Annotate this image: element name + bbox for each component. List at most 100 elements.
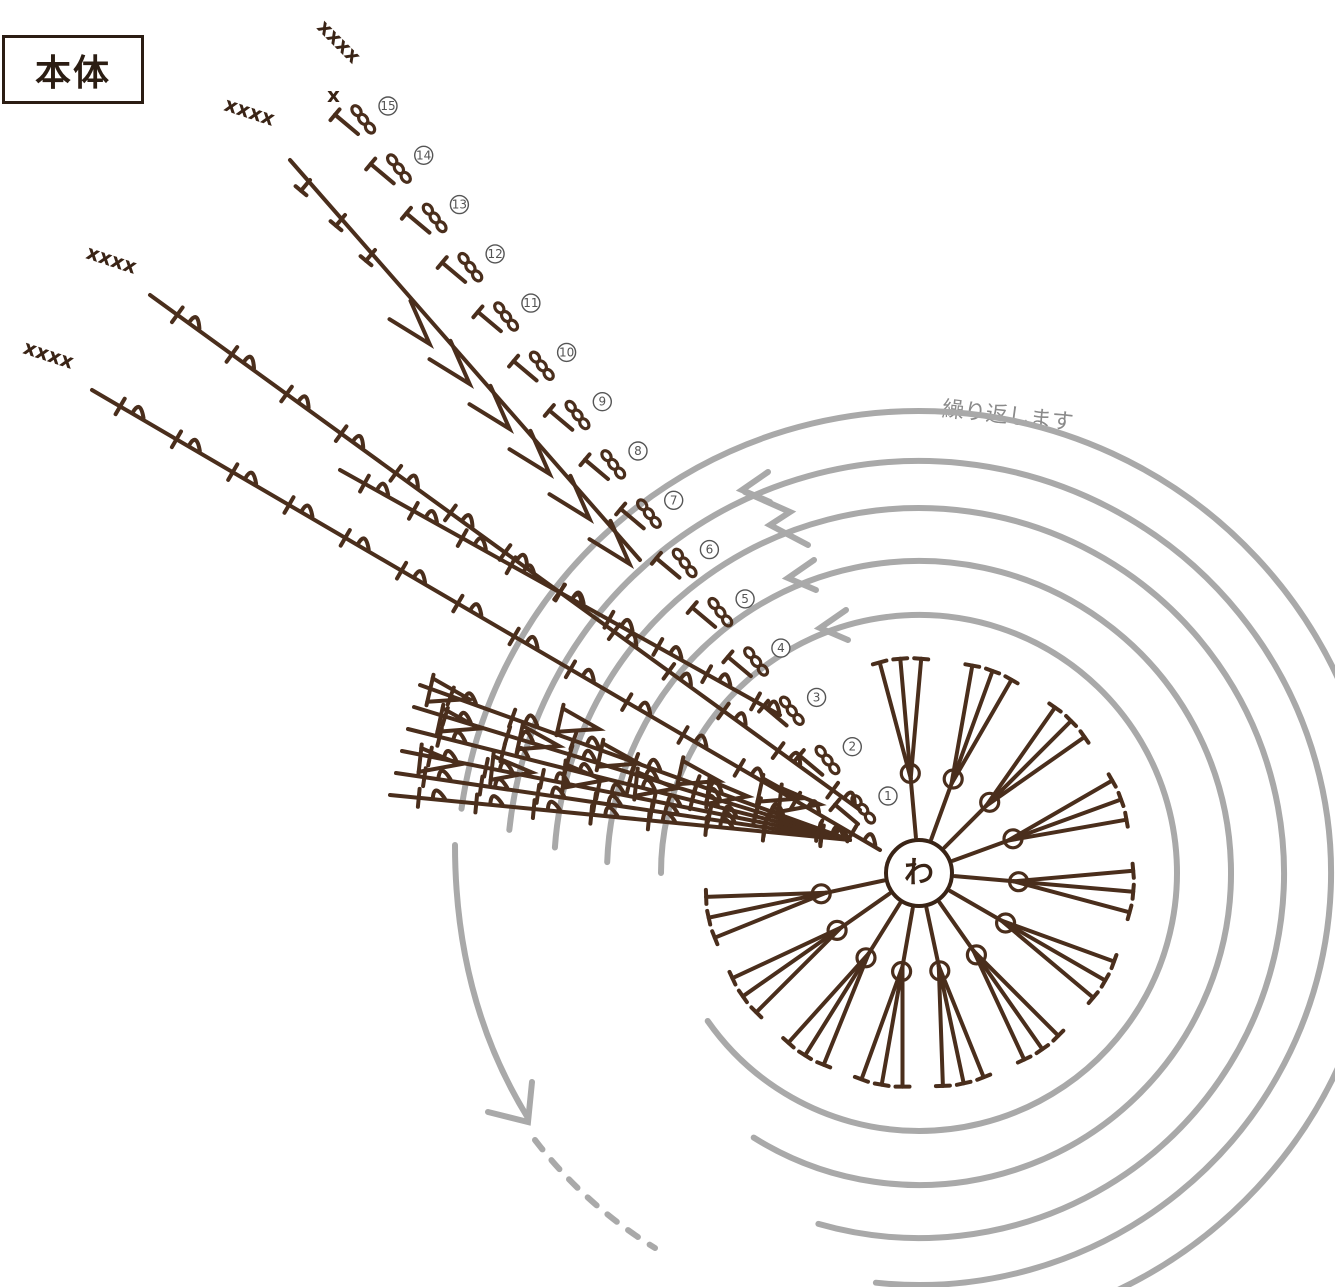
- row-tick: [170, 305, 185, 325]
- edge-mark: xxxx: [221, 92, 278, 131]
- row-loop: [451, 730, 468, 744]
- center-spoke: [952, 874, 1016, 884]
- chain-stitch: [707, 596, 720, 611]
- row-tick: [845, 823, 859, 844]
- stitch-post: [712, 890, 829, 940]
- row-number-5: 5: [735, 589, 755, 609]
- v-top: [632, 766, 640, 802]
- stitch-post: [859, 964, 905, 1082]
- row-loop: [522, 563, 537, 579]
- row-tick: [482, 756, 490, 779]
- v-increase: [488, 754, 539, 782]
- row-tick: [553, 582, 567, 603]
- row-loop: [406, 473, 420, 489]
- v-top: [416, 742, 424, 778]
- stitch-post: [404, 211, 432, 235]
- stitch-post: [690, 605, 718, 629]
- row-tick: [620, 692, 634, 712]
- cluster-loop: [1007, 871, 1030, 893]
- chain-stitch: [671, 547, 685, 561]
- stitch-top: [1051, 1028, 1066, 1043]
- stitch-post: [999, 918, 1096, 1000]
- row-number-14: 14: [414, 145, 434, 166]
- row-tick: [602, 609, 616, 630]
- row-number-circle: [699, 539, 720, 560]
- row-number-text: 5: [741, 592, 749, 606]
- v-increase: [555, 706, 606, 734]
- stitch-post: [511, 359, 539, 383]
- row-tick: [226, 462, 240, 482]
- center-spoke: [929, 781, 954, 842]
- row-tick: [455, 528, 469, 548]
- cluster-loop: [979, 791, 1001, 813]
- row-number-circle: [806, 687, 827, 708]
- stitch-top: [984, 666, 1002, 676]
- v-increase: [467, 383, 515, 434]
- v-top: [514, 720, 526, 755]
- center-spoke: [839, 891, 892, 930]
- stitch-top: [1099, 972, 1111, 989]
- row-loop: [525, 634, 540, 650]
- row-tick: [700, 664, 713, 684]
- row-loop: [606, 793, 623, 807]
- row-number-11: 11: [521, 293, 541, 313]
- row-number-circle: [771, 638, 791, 658]
- row-tick: [113, 396, 127, 417]
- row-tick: [473, 792, 480, 815]
- row-loop: [581, 667, 596, 683]
- v-increase: [515, 723, 566, 752]
- row-loop: [750, 766, 765, 782]
- v-increase: [587, 518, 635, 569]
- repeat-ring-arc: [551, 505, 1287, 1241]
- row-number-text: 6: [706, 543, 714, 557]
- row-number-text: 4: [777, 641, 785, 655]
- stitch-top: [721, 649, 735, 665]
- stitch-top: [912, 656, 931, 662]
- stitch-top: [358, 254, 374, 268]
- stitch-top: [757, 698, 771, 714]
- v-increase: [507, 428, 555, 479]
- stitch-post: [999, 918, 1108, 983]
- chain-stitch: [493, 301, 506, 315]
- center-spoke: [950, 838, 1011, 863]
- cluster-loop: [890, 960, 913, 983]
- v-increase: [387, 298, 435, 349]
- stitch-top: [364, 156, 378, 172]
- stitch-top: [963, 662, 982, 669]
- stitch-post: [949, 669, 995, 786]
- row-tick: [650, 790, 658, 812]
- row-number-circle: [449, 194, 470, 215]
- stitch-post: [1011, 879, 1136, 894]
- v-top: [594, 737, 606, 773]
- stitch-top: [852, 1074, 870, 1084]
- stitch-top: [705, 908, 713, 927]
- row-loop: [187, 315, 202, 331]
- stitch-post: [754, 925, 844, 1015]
- magic-ring-label: わ: [904, 856, 934, 891]
- center-spoke: [942, 803, 989, 850]
- repeat-ring-arc: [458, 408, 1335, 1287]
- stitch-top: [1116, 790, 1126, 808]
- stitch-post: [475, 309, 503, 334]
- row-tick: [651, 637, 665, 657]
- stitch-top: [435, 255, 449, 270]
- row-loop: [243, 470, 259, 486]
- chain-stitch: [457, 251, 470, 266]
- row-number-7: 7: [664, 490, 684, 510]
- stitch-post: [299, 178, 312, 193]
- row-loop: [442, 749, 458, 762]
- chain-stitch: [564, 399, 577, 413]
- repeat-dashed-continuation: [532, 1137, 658, 1251]
- stitch-top: [933, 1083, 952, 1089]
- stitch-top: [736, 988, 749, 1005]
- stitch-post: [971, 948, 1045, 1052]
- edge-mark: x: [327, 83, 340, 107]
- row-tick: [507, 626, 521, 647]
- row-number-circle: [414, 145, 434, 166]
- v-increase: [435, 706, 486, 734]
- stitch-top: [727, 969, 738, 987]
- row-tick: [407, 501, 420, 521]
- row-loop: [424, 509, 439, 524]
- stitch-top: [542, 403, 556, 418]
- row-number-text: 3: [813, 690, 821, 704]
